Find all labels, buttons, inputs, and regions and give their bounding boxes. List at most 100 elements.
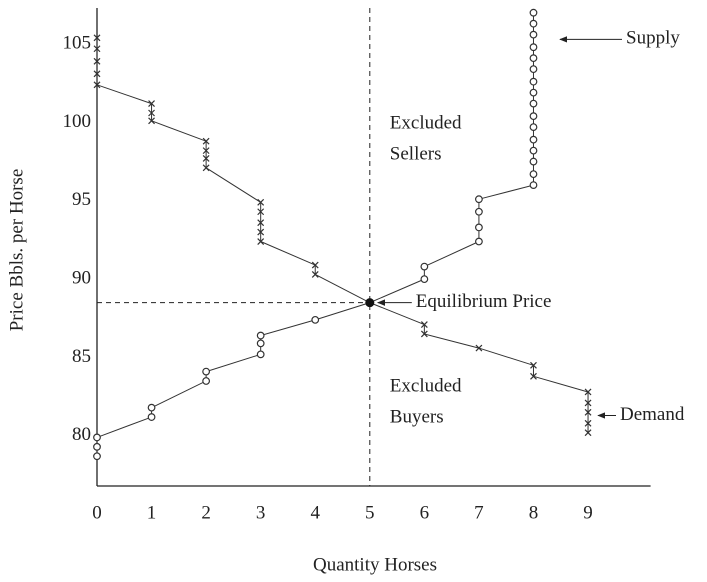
annotation: Excluded <box>390 375 462 396</box>
demand-marker <box>202 164 210 172</box>
supply-marker <box>311 315 320 324</box>
supply-marker <box>529 19 538 28</box>
demand-marker <box>257 198 265 206</box>
annotation: Excluded <box>390 112 462 133</box>
annotation: Sellers <box>390 143 442 164</box>
x-stroke <box>93 81 101 89</box>
x-stroke <box>148 100 155 108</box>
supply-marker <box>147 413 156 421</box>
x-stroke <box>93 45 101 53</box>
supply-marker <box>529 54 538 63</box>
x-stroke <box>420 330 428 338</box>
demand-marker <box>257 208 265 216</box>
demand-marker <box>93 81 101 89</box>
x-tick-label: 1 <box>147 502 157 523</box>
demand-marker <box>584 408 592 416</box>
x-stroke <box>257 219 265 227</box>
demand-marker <box>148 100 155 108</box>
x-stroke <box>202 155 210 162</box>
annotation: Buyers <box>390 406 444 427</box>
demand-marker <box>475 344 483 352</box>
x-tick-label: 8 <box>529 502 539 523</box>
x-stroke <box>584 399 592 407</box>
supply-marker <box>475 207 483 216</box>
demand-marker <box>202 137 210 145</box>
demand-marker <box>584 419 592 427</box>
x-stroke <box>257 208 265 216</box>
equilibrium-label: Equilibrium Price <box>416 291 552 312</box>
demand-marker <box>530 372 537 380</box>
y-tick-label: 90 <box>72 267 91 288</box>
y-tick-label: 95 <box>72 189 91 210</box>
demand-marker <box>257 219 265 227</box>
supply-marker <box>202 367 211 376</box>
x-stroke <box>93 57 101 65</box>
legend-label: Supply <box>626 28 680 49</box>
supply-marker <box>256 331 265 340</box>
supply-marker <box>529 170 538 179</box>
x-stroke <box>202 137 210 145</box>
supply-marker <box>256 350 265 359</box>
supply-marker <box>529 30 538 39</box>
demand-marker <box>93 57 101 65</box>
supply-marker <box>93 433 101 442</box>
supply-marker <box>529 181 538 189</box>
x-stroke <box>257 238 265 245</box>
supply-marker <box>529 123 538 132</box>
x-stroke <box>475 344 483 352</box>
x-stroke <box>148 117 155 125</box>
supply-marker <box>529 157 538 166</box>
x-stroke <box>420 321 428 329</box>
x-tick-label: 9 <box>583 502 593 523</box>
supply-marker <box>256 339 265 348</box>
x-tick-label: 2 <box>201 502 211 523</box>
x-stroke <box>584 419 592 427</box>
x-stroke <box>584 388 592 396</box>
equilibrium-point <box>365 298 375 308</box>
supply-marker <box>93 442 101 451</box>
x-stroke <box>257 228 265 236</box>
y-tick-label: 80 <box>72 424 91 445</box>
supply-marker <box>475 237 483 246</box>
demand-marker <box>202 155 210 162</box>
demand-marker <box>584 388 592 396</box>
demand-marker <box>148 117 155 125</box>
supply-marker <box>529 77 538 86</box>
demand-marker <box>93 70 101 78</box>
supply-marker <box>529 146 538 155</box>
x-stroke <box>202 164 210 172</box>
series-line <box>96 37 589 433</box>
x-tick-label: 4 <box>310 502 320 523</box>
x-stroke <box>584 408 592 416</box>
demand-marker <box>530 361 537 369</box>
x-tick-label: 0 <box>92 502 102 523</box>
x-stroke <box>311 271 319 278</box>
x-stroke <box>584 429 592 437</box>
supply-marker <box>529 43 538 52</box>
x-stroke <box>311 261 319 269</box>
series-line <box>96 12 534 457</box>
x-tick-label: 6 <box>420 502 430 523</box>
demand-marker <box>420 330 428 338</box>
supply-marker <box>529 112 538 121</box>
supply-marker <box>529 65 538 74</box>
supply-marker <box>420 262 429 271</box>
supply-marker <box>475 223 483 232</box>
x-tick-label: 7 <box>474 502 484 523</box>
x-stroke <box>530 361 537 369</box>
supply-marker <box>202 377 211 385</box>
demand-marker <box>311 271 319 278</box>
supply-marker <box>529 99 538 108</box>
x-axis-label: Quantity Horses <box>313 554 437 575</box>
demand-marker <box>148 109 155 117</box>
supply-marker <box>529 135 538 144</box>
x-stroke <box>257 198 265 206</box>
supply-marker <box>147 403 156 412</box>
demand-marker <box>584 429 592 437</box>
x-stroke <box>202 147 210 155</box>
demand-marker <box>311 261 319 269</box>
supply-marker <box>93 452 101 461</box>
supply-marker <box>529 88 538 97</box>
x-stroke <box>93 34 101 42</box>
